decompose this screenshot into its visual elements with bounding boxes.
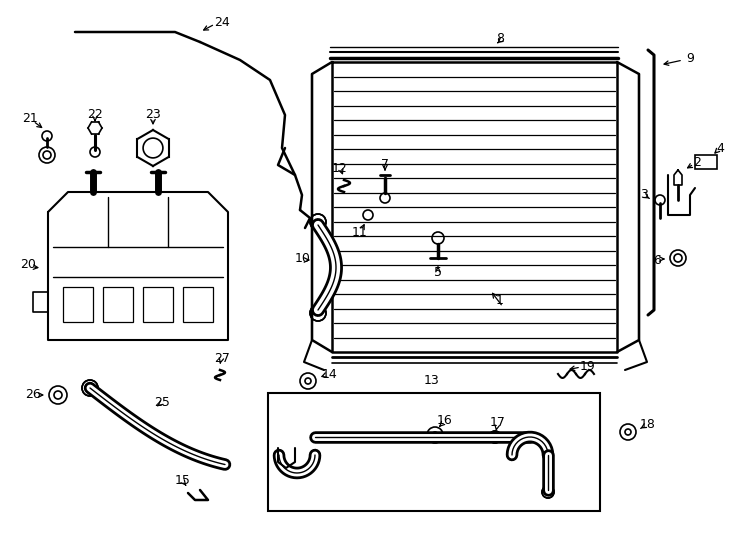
Text: 2: 2 bbox=[693, 156, 701, 168]
Text: 17: 17 bbox=[490, 415, 506, 429]
Text: 15: 15 bbox=[175, 474, 191, 487]
Circle shape bbox=[542, 486, 554, 498]
Text: 27: 27 bbox=[214, 352, 230, 365]
Text: 18: 18 bbox=[640, 418, 656, 431]
Text: 21: 21 bbox=[22, 111, 38, 125]
Text: 7: 7 bbox=[381, 159, 389, 172]
Text: 19: 19 bbox=[580, 360, 596, 373]
Bar bbox=[183, 287, 213, 322]
Bar bbox=[695, 155, 717, 169]
Bar bbox=[143, 287, 173, 322]
Text: 26: 26 bbox=[25, 388, 41, 402]
Text: 14: 14 bbox=[322, 368, 338, 381]
Circle shape bbox=[82, 380, 98, 396]
Text: 1: 1 bbox=[496, 294, 504, 307]
Bar bbox=[103, 287, 133, 322]
Text: 16: 16 bbox=[437, 415, 453, 428]
Circle shape bbox=[310, 305, 326, 321]
Circle shape bbox=[489, 431, 501, 443]
Text: 11: 11 bbox=[352, 226, 368, 239]
Text: 3: 3 bbox=[640, 188, 648, 201]
Text: 5: 5 bbox=[434, 266, 442, 279]
Text: 25: 25 bbox=[154, 395, 170, 408]
Text: 8: 8 bbox=[496, 31, 504, 44]
Text: 22: 22 bbox=[87, 109, 103, 122]
Text: 6: 6 bbox=[653, 253, 661, 267]
Text: 23: 23 bbox=[145, 109, 161, 122]
Text: 24: 24 bbox=[214, 16, 230, 29]
Circle shape bbox=[310, 214, 326, 230]
Text: 9: 9 bbox=[686, 51, 694, 64]
Text: 4: 4 bbox=[716, 141, 724, 154]
Text: 20: 20 bbox=[20, 259, 36, 272]
Bar bbox=[268, 393, 600, 511]
Text: 12: 12 bbox=[332, 161, 348, 174]
Text: 10: 10 bbox=[295, 252, 311, 265]
Bar bbox=[63, 287, 93, 322]
Text: 13: 13 bbox=[424, 375, 440, 388]
